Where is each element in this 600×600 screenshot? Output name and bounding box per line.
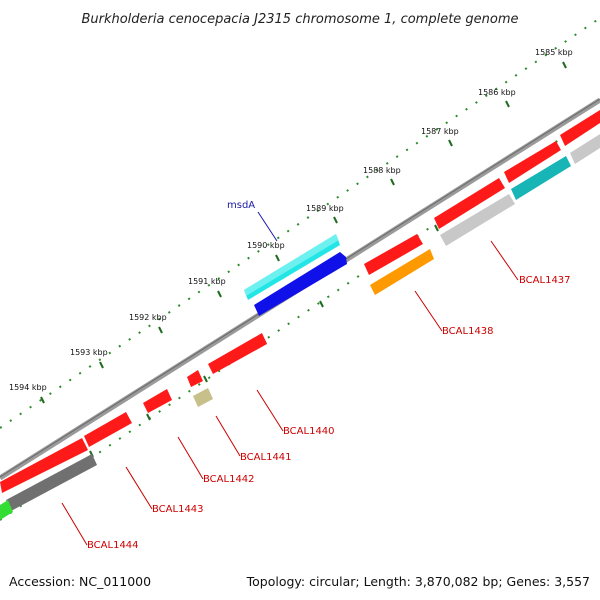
feature-khaki-1441[interactable] [193, 388, 213, 407]
feature-body [560, 110, 600, 146]
feature-msdA-cyan[interactable] [244, 234, 340, 300]
tick-label-1591: 1591 kbp [188, 277, 226, 286]
feature-cds-1437-a[interactable] [560, 110, 600, 146]
feature-body [0, 438, 88, 493]
outer-major-ticks [40, 61, 567, 404]
connector-BCAL1443 [125, 466, 153, 510]
major-tick [203, 375, 208, 383]
tick-label-1590: 1590 kbp [247, 241, 285, 250]
feature-body [143, 389, 172, 413]
major-tick [319, 300, 324, 308]
gene-label-BCAL1437[interactable]: BCAL1437 [519, 275, 571, 286]
feature-darkgray-1444[interactable] [6, 454, 97, 511]
connector-BCAL1442 [177, 436, 204, 480]
feature-body [84, 412, 132, 447]
kbp-labels: 1585 kbp 1586 kbp 1587 kbp 1588 kbp 1589… [9, 48, 573, 392]
tick-label-1589: 1589 kbp [306, 204, 344, 213]
gene-label-msdA[interactable]: msdA [227, 200, 255, 211]
major-tick [448, 139, 453, 147]
feature-body [193, 388, 213, 407]
feature-cds-1441[interactable] [187, 370, 203, 387]
outer-tick-row [0, 17, 600, 429]
major-tick [434, 224, 439, 232]
feature-body [370, 249, 434, 295]
major-tick [217, 290, 222, 298]
major-tick [390, 178, 395, 186]
label-connectors [61, 211, 519, 546]
outer-minor-ticks [0, 17, 600, 429]
major-tick [562, 61, 567, 69]
tick-label-1593: 1593 kbp [70, 348, 108, 357]
feature-body [570, 134, 600, 164]
connector-BCAL1441 [215, 415, 241, 457]
accession-text: Accession: NC_011000 [9, 574, 151, 589]
connector-BCAL1444 [61, 502, 88, 546]
feature-body [6, 454, 97, 511]
feature-body [434, 178, 505, 229]
feature-orange-1438[interactable] [370, 249, 434, 295]
feature-body [504, 141, 561, 183]
gene-label-BCAL1440[interactable]: BCAL1440 [283, 426, 335, 437]
inner-tick-row [0, 111, 600, 521]
tick-label-1586: 1586 kbp [478, 88, 516, 97]
gene-label-BCAL1441[interactable]: BCAL1441 [240, 452, 292, 463]
gene-label-BCAL1443[interactable]: BCAL1443 [152, 504, 204, 515]
feature-cds-1437-c[interactable] [434, 178, 505, 229]
connector-BCAL1437 [490, 240, 519, 281]
map-title: Burkholderia cenocepacia J2315 chromosom… [81, 12, 518, 27]
feature-body [364, 234, 423, 275]
connector-BCAL1438 [414, 290, 443, 332]
major-tick [146, 413, 151, 421]
feature-cds-1437-b[interactable] [504, 141, 561, 183]
feature-cds-1443[interactable] [84, 412, 132, 447]
tick-label-1592: 1592 kbp [129, 313, 167, 322]
feature-gray-right[interactable] [570, 134, 600, 164]
feature-green-edge[interactable] [0, 500, 13, 520]
genome-summary-text: Topology: circular; Length: 3,870,082 bp… [246, 574, 590, 589]
tick-label-1585: 1585 kbp [535, 48, 573, 57]
inner-minor-ticks [0, 111, 600, 521]
feature-cds-1438[interactable] [364, 234, 423, 275]
feature-body [511, 156, 571, 200]
feature-body [440, 194, 515, 246]
feature-cds-1442[interactable] [143, 389, 172, 413]
gene-label-BCAL1442[interactable]: BCAL1442 [203, 474, 255, 485]
features-reverse [0, 110, 600, 520]
tick-label-1587: 1587 kbp [421, 127, 459, 136]
major-tick [158, 326, 163, 334]
major-tick [40, 396, 45, 404]
tick-label-1588: 1588 kbp [363, 166, 401, 175]
feature-highlight [244, 234, 339, 296]
feature-body [0, 500, 13, 520]
connector-msdA [257, 211, 278, 242]
gene-label-BCAL1444[interactable]: BCAL1444 [87, 540, 139, 551]
feature-body [187, 370, 203, 387]
feature-cds-1440[interactable] [208, 333, 267, 374]
feature-gray-1437[interactable] [440, 194, 515, 246]
feature-msdA-blue[interactable] [254, 252, 347, 316]
major-tick [275, 254, 280, 262]
major-tick [505, 100, 510, 108]
gene-labels: msdA BCAL1437 BCAL1438 BCAL1440 BCAL1441… [87, 200, 571, 551]
major-tick [99, 361, 104, 369]
major-tick [333, 216, 338, 224]
feature-body [208, 333, 267, 374]
features-forward [244, 234, 340, 300]
gene-label-BCAL1438[interactable]: BCAL1438 [442, 326, 494, 337]
feature-body [254, 252, 347, 316]
connector-BCAL1440 [256, 389, 284, 432]
feature-teal[interactable] [511, 156, 571, 200]
feature-cds-1444[interactable] [0, 438, 88, 493]
tick-label-1594: 1594 kbp [9, 383, 47, 392]
